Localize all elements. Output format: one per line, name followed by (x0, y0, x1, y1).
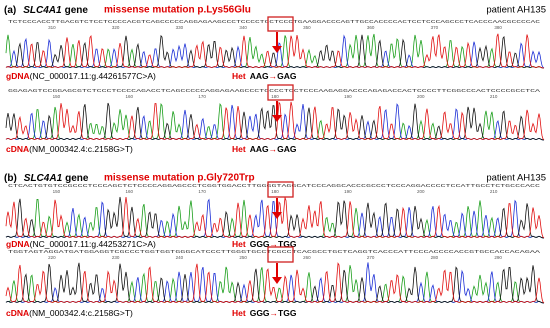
codon-arrow: → (269, 71, 278, 81)
position-tick: 200 (417, 189, 425, 194)
het: Het (232, 71, 246, 81)
trace (5, 262, 545, 304)
sequence: TCTCCCACCTTGACGTCTCCTCCCCACGTCAGCCCCCAGG… (8, 19, 541, 25)
codon-to: GAG (277, 144, 297, 154)
gene-word: gene (65, 5, 89, 16)
codon-from: AAG (250, 144, 269, 154)
arrow-head (272, 277, 282, 284)
mutation-title: missense mutation p.Lys56Glu (104, 5, 251, 16)
arrow-head (272, 212, 282, 219)
trace (5, 33, 545, 69)
panel-label: (b) (4, 173, 17, 184)
highlight-box (267, 246, 294, 263)
track-label: cDNA(NM_000342.4:c.2158G>T) (6, 144, 133, 154)
arrow-head (272, 115, 282, 122)
panel-label: (a) (4, 5, 16, 16)
patient-id: patient AH135 (486, 173, 546, 184)
codon-from: GGG (250, 308, 270, 318)
position-tick: 200 (417, 94, 425, 99)
reference: (NM_000342.4:c.2158G>T) (29, 144, 133, 154)
position-tick: 280 (431, 255, 439, 260)
codon-from: AAG (250, 71, 269, 81)
position-tick: 190 (344, 189, 352, 194)
position-tick: 150 (53, 189, 61, 194)
position-tick: 320 (112, 25, 120, 30)
position-tick: 350 (303, 25, 311, 30)
trace (5, 262, 545, 304)
position-tick: 180 (271, 189, 279, 194)
track-type: cDNA (6, 308, 29, 318)
position-tick: 190 (344, 94, 352, 99)
reference: (NC_000017.11:g.44261577C>A) (30, 71, 156, 81)
position-tick: 290 (494, 255, 502, 260)
position-tick: 160 (126, 94, 134, 99)
track-type: gDNA (6, 239, 30, 249)
position-tick: 340 (239, 25, 247, 30)
trace (5, 33, 545, 69)
het: Het (232, 308, 246, 318)
genotype: Het AAG→GAG (232, 144, 297, 154)
position-tick: 220 (48, 255, 56, 260)
highlight-box (267, 181, 294, 198)
gene-word: gene (65, 173, 89, 184)
position-tick: 310 (48, 25, 56, 30)
het: Het (232, 239, 246, 249)
panel-header: (a) SLC4A1 gene (4, 5, 88, 16)
trace (5, 196, 545, 239)
position-tick: 260 (303, 255, 311, 260)
mutation-title: missense mutation p.Gly720Trp (104, 173, 255, 184)
genotype: Het GGG→TGG (232, 239, 297, 249)
codon-arrow: → (270, 239, 279, 249)
position-tick: 210 (490, 189, 498, 194)
reference: (NM_000342.4:c.2158G>T) (29, 308, 133, 318)
position-tick: 360 (367, 25, 375, 30)
track-type: gDNA (6, 71, 30, 81)
codon-from: GGG (250, 239, 270, 249)
position-tick: 180 (271, 94, 279, 99)
position-tick: 170 (198, 94, 206, 99)
position-tick: 170 (198, 189, 206, 194)
codon-to: GAG (277, 71, 297, 81)
codon-to: TGG (278, 308, 297, 318)
position-tick: 330 (176, 25, 184, 30)
sequence: GGAGAGTCCGGAGCGTCTCCCTCCCCAGACCTCAGCCCCC… (8, 88, 541, 94)
position-tick: 380 (494, 25, 502, 30)
highlight-box (267, 84, 294, 101)
trace (5, 198, 545, 239)
track-label: cDNA(NM_000342.4:c.2158G>T) (6, 308, 133, 318)
position-tick: 150 (53, 94, 61, 99)
position-tick: 160 (126, 189, 134, 194)
track-label: gDNA(NC_000017.11:g.44261577C>A) (6, 71, 156, 81)
gene-name: SLC4A1 (23, 5, 62, 16)
position-tick: 370 (431, 25, 439, 30)
codon-to: TGG (278, 239, 297, 249)
position-tick: 250 (239, 255, 247, 260)
sequence: TGGTAGTAGGATGATGGAGGTCGCCCTGGTGGTGGGCATC… (8, 249, 541, 255)
arrow-head (272, 46, 282, 53)
gene-name: SLC4A1 (24, 173, 63, 184)
het: Het (232, 144, 246, 154)
trace (5, 262, 545, 304)
genotype: Het GGG→TGG (232, 308, 297, 318)
codon-arrow: → (270, 308, 279, 318)
position-tick: 240 (176, 255, 184, 260)
position-tick: 230 (112, 255, 120, 260)
patient-id: patient AH135 (486, 5, 546, 16)
panel-header: (b) SLC4A1 gene (4, 173, 89, 184)
genotype: Het AAG→GAG (232, 71, 297, 81)
track-type: cDNA (6, 144, 29, 154)
trace (5, 101, 545, 141)
codon-arrow: → (269, 144, 278, 154)
track-label: gDNA(NC_000017.11:g.44253271C>A) (6, 239, 156, 249)
sequence: CTCACTGTGTCCGCCCTCCCAGCTCTCCCCAGGAGCCCTC… (8, 183, 541, 189)
position-tick: 210 (490, 94, 498, 99)
position-tick: 270 (367, 255, 375, 260)
highlight-box (267, 16, 294, 32)
reference: (NC_000017.11:g.44253271C>A) (30, 239, 156, 249)
